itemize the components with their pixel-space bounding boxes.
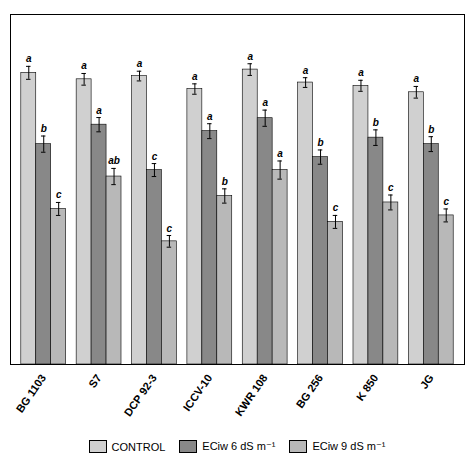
html-text:CONTROL: CONTROL: [111, 440, 166, 453]
svg-text:a: a: [414, 73, 420, 84]
svg-text:a: a: [358, 67, 364, 78]
svg-text:a: a: [137, 58, 143, 69]
svg-text:b: b: [222, 176, 228, 187]
svg-text:BG 1103: BG 1103: [14, 372, 49, 414]
svg-text:c: c: [167, 223, 173, 234]
svg-text:a: a: [262, 97, 268, 108]
svg-text:c: c: [152, 151, 158, 162]
svg-text:b: b: [428, 124, 434, 135]
svg-text:c: c: [388, 182, 394, 193]
svg-text:a: a: [26, 53, 32, 64]
svg-text:a: a: [207, 111, 213, 122]
svg-text:JG: JG: [418, 372, 436, 391]
svg-text:DCP 92-3: DCP 92-3: [122, 372, 159, 418]
svg-text:c: c: [56, 189, 62, 200]
svg-text:K 850: K 850: [354, 372, 381, 403]
svg-text:a: a: [303, 65, 309, 76]
svg-text:a: a: [81, 60, 87, 71]
svg-text:ICCV-10: ICCV-10: [181, 372, 215, 413]
svg-text:BG 256: BG 256: [293, 372, 325, 410]
svg-text:b: b: [317, 137, 323, 148]
svg-text:a: a: [192, 71, 198, 82]
svg-text:ab: ab: [108, 155, 120, 166]
svg-text:b: b: [373, 117, 379, 128]
svg-text:S7: S7: [86, 372, 104, 390]
html-text:ECiw 9 dS m⁻¹: ECiw 9 dS m⁻¹: [312, 440, 386, 452]
svg-text:KWR 108: KWR 108: [233, 372, 270, 418]
svg-text:a: a: [96, 105, 102, 116]
html-text:ECiw 6 dS m⁻¹: ECiw 6 dS m⁻¹: [202, 440, 276, 452]
svg-text:c: c: [443, 196, 449, 207]
svg-text:a: a: [277, 148, 283, 159]
svg-text:a: a: [247, 51, 253, 62]
svg-text:c: c: [333, 202, 339, 213]
svg-text:b: b: [41, 123, 47, 134]
